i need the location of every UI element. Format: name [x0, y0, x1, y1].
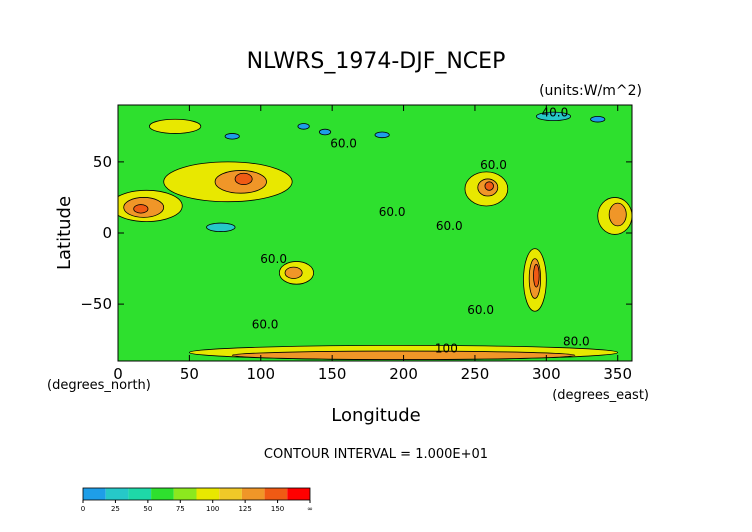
colorbar-tick-label-7: ∞: [307, 505, 313, 513]
region-20-30-6: [590, 115, 606, 123]
x-tick-label-50: 50: [180, 365, 199, 383]
contour-label-8: 80.0: [563, 334, 590, 348]
colorbar-tick-label-2: 50: [143, 505, 152, 513]
chart-title: NLWRS_1974-DJF_NCEP: [247, 49, 506, 74]
region-20-30-3: [297, 123, 310, 130]
colorbar-swatch-8: [264, 488, 288, 500]
y-tick-label--50: −50: [80, 295, 112, 313]
x-tick-label-250: 250: [461, 365, 490, 383]
y-tick-label-50: 50: [93, 153, 112, 171]
x-axis: 0 50 100 150 200 250 300 350: [113, 105, 632, 383]
colorbar-tick-label-4: 100: [206, 505, 219, 513]
region-130-150-24: [484, 181, 494, 191]
plot-background: [118, 105, 632, 361]
colorbar-swatch-1: [105, 488, 129, 500]
x-tick-label-200: 200: [389, 365, 418, 383]
y-tick-label-0: 0: [102, 224, 112, 242]
contour-label-2: 60.0: [379, 205, 406, 219]
plot-area: 60.0 60.0 60.0 60.0 60.0 60.0 60.0 40.0 80.0 100: [118, 105, 632, 361]
contour-interval-note: CONTOUR INTERVAL = 1.000E+01: [264, 447, 488, 462]
colorbar-swatch-0: [83, 488, 106, 500]
region-130-150-23: [533, 263, 540, 288]
y-axis-title: Latitude: [54, 196, 75, 270]
contour-label-9: 100: [435, 341, 458, 355]
contour-label-5: 60.0: [467, 303, 494, 317]
colorbar: 0 25 50 75 100 125 150 ∞: [81, 487, 313, 513]
region-30-40-0: [535, 111, 572, 122]
colorbar-swatch-7: [241, 488, 265, 500]
region-130-150-22: [234, 172, 253, 186]
x-tick-label-300: 300: [532, 365, 561, 383]
contour-label-3: 60.0: [436, 219, 463, 233]
colorbar-swatch-2: [128, 488, 152, 500]
region-20-30-4: [318, 128, 332, 136]
colorbar-swatch-6: [219, 488, 242, 500]
shaded-regions: [118, 111, 632, 360]
x-tick-label-150: 150: [318, 365, 347, 383]
region-20-30-5: [374, 131, 390, 139]
contour-label-1: 60.0: [480, 158, 507, 172]
units-label: (units:W/m^2): [539, 83, 642, 99]
colorbar-swatch-3: [151, 488, 174, 500]
region-110-130-20: [284, 266, 303, 279]
colorbar-swatch-9: [287, 488, 310, 500]
contour-label-4: 60.0: [260, 252, 287, 266]
contour-labels: 60.0 60.0 60.0 60.0 60.0 60.0 60.0 40.0 80.0 100: [252, 105, 590, 355]
region-130-150-25: [133, 204, 149, 214]
x-tick-label-350: 350: [603, 365, 632, 383]
x-unit-label: (degrees_east): [552, 388, 649, 403]
region-110-130-19: [608, 202, 627, 227]
x-tick-label-100: 100: [246, 365, 275, 383]
y-unit-label: (degrees_north): [47, 378, 151, 393]
x-tick-label-0: 0: [113, 365, 123, 383]
y-axis: −50 0 50: [80, 153, 632, 313]
colorbar-tick-label-0: 0: [81, 505, 85, 513]
colorbar-tick-label-1: 25: [111, 505, 120, 513]
region-30-40-1: [206, 222, 236, 232]
colorbar-tick-label-6: 150: [271, 505, 284, 513]
colorbar-tick-label-5: 125: [238, 505, 251, 513]
region-20-30-2: [224, 133, 240, 140]
contour-label-6: 60.0: [252, 317, 279, 331]
region-90-110-14: [149, 118, 202, 134]
colorbar-swatch-4: [173, 488, 197, 500]
contour-label-7: 40.0: [542, 105, 569, 119]
contour-label-0: 60.0: [330, 137, 357, 151]
colorbar-frame: [82, 487, 311, 501]
colorbar-swatch-5: [196, 488, 220, 500]
colorbar-tick-label-3: 75: [176, 505, 185, 513]
x-axis-title: Longitude: [331, 405, 421, 426]
